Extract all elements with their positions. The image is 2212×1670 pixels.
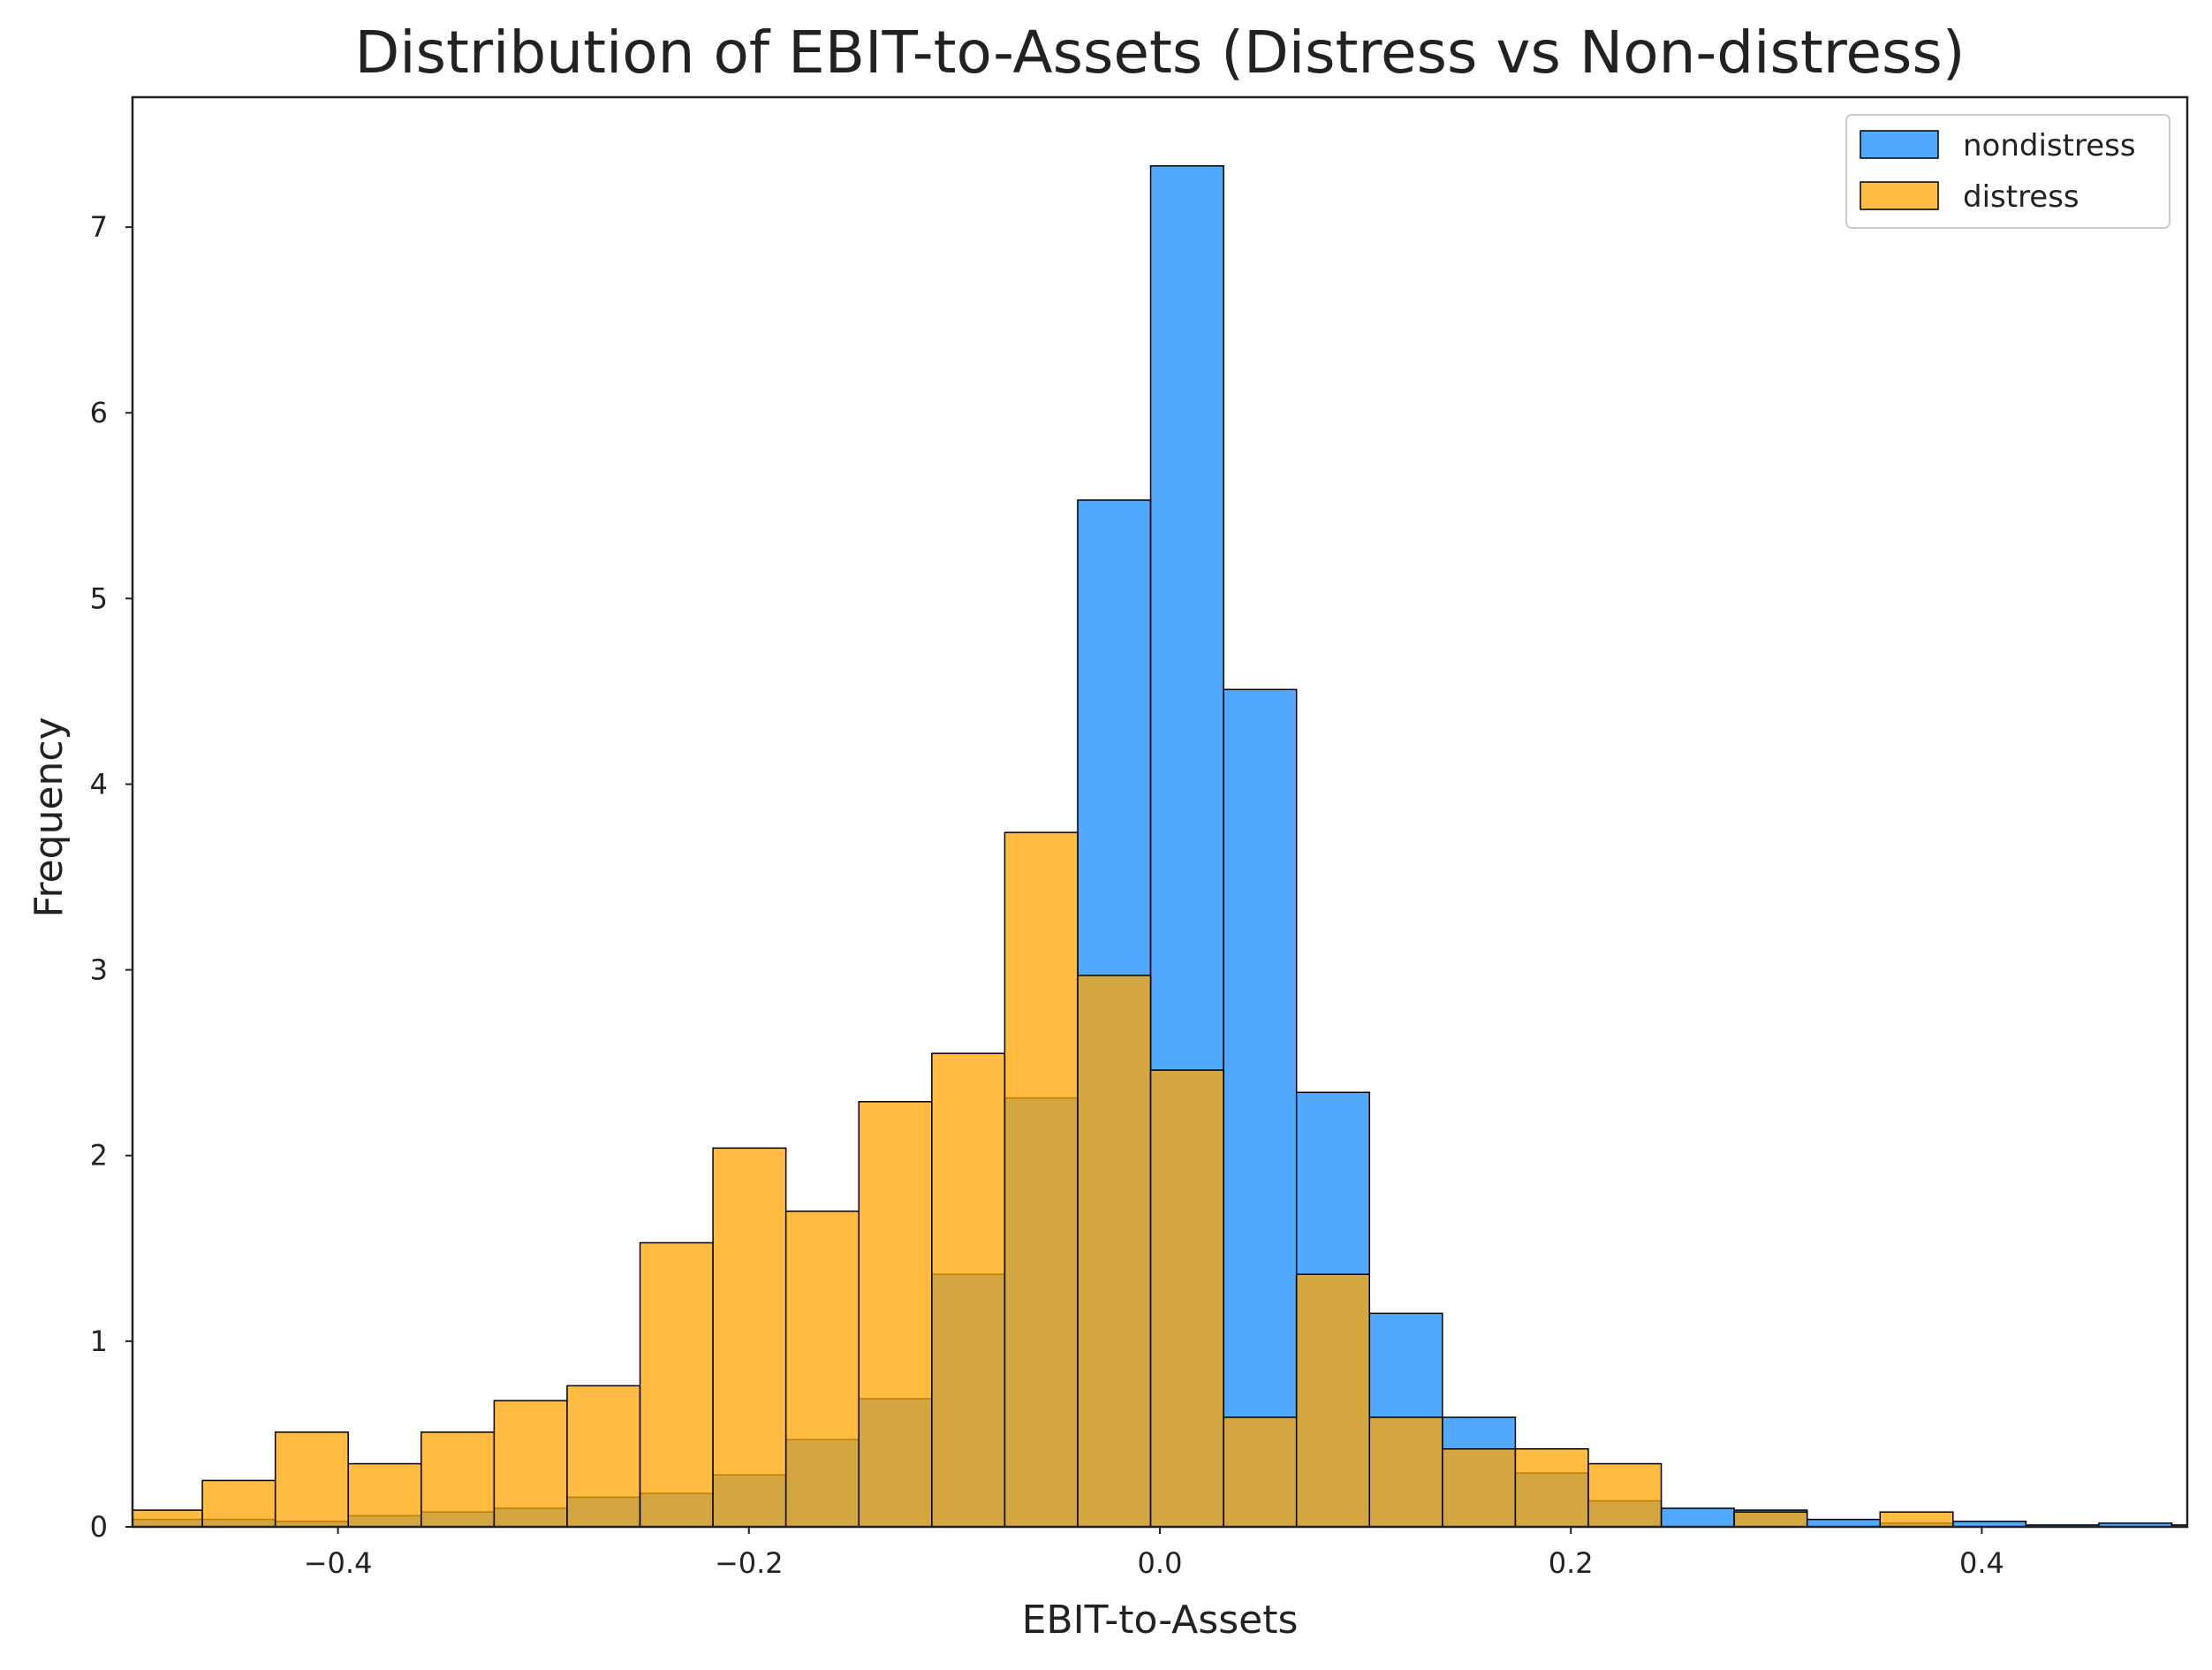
chart-title: Distribution of EBIT-to-Assets (Distress… — [354, 19, 1965, 87]
series-distress — [132, 831, 1954, 1528]
y-tick-label: 7 — [90, 210, 108, 244]
bar-distress-15 — [1149, 1069, 1224, 1528]
y-axis-ticks: 0 1 2 3 4 5 6 7 — [90, 210, 133, 1544]
bar-nondistress-16 — [1223, 688, 1298, 1528]
bar-distress-11 — [858, 1101, 933, 1528]
bar-distress-12 — [931, 1052, 1006, 1528]
bar-distress-21 — [1587, 1462, 1663, 1528]
x-axis-label: EBIT-to-Assets — [1022, 1598, 1299, 1643]
legend-label-nondistress: nondistress — [1963, 128, 2136, 163]
bar-distress-23 — [1733, 1511, 1808, 1528]
legend-swatch-distress — [1860, 181, 1939, 210]
x-axis-ticks: −0.4 −0.2 0.0 0.2 0.4 — [304, 1527, 2004, 1580]
bar-distress-25 — [1879, 1511, 1954, 1528]
bar-distress-3 — [274, 1431, 349, 1528]
legend-swatch-nondistress — [1860, 130, 1939, 159]
bar-nondistress-22 — [1660, 1507, 1735, 1528]
y-tick-label: 3 — [90, 953, 108, 987]
x-tick-label: 0.2 — [1549, 1546, 1594, 1580]
bar-distress-19 — [1442, 1447, 1517, 1528]
y-tick-label: 2 — [90, 1139, 108, 1173]
bar-distress-20 — [1514, 1447, 1589, 1528]
bar-distress-10 — [784, 1211, 860, 1528]
y-tick-label: 4 — [90, 767, 108, 801]
x-tick-label: 0.4 — [1959, 1546, 2004, 1580]
bar-distress-2 — [201, 1479, 276, 1528]
bar-nondistress-24 — [1806, 1518, 1882, 1528]
bar-distress-6 — [493, 1400, 568, 1528]
y-tick-label: 1 — [90, 1325, 108, 1358]
bar-distress-7 — [566, 1385, 641, 1528]
bar-distress-14 — [1077, 975, 1152, 1528]
bar-distress-5 — [420, 1431, 496, 1528]
x-tick-label: −0.2 — [715, 1546, 784, 1580]
bar-distress-13 — [1004, 831, 1079, 1528]
bar-distress-8 — [639, 1241, 714, 1528]
bar-distress-18 — [1368, 1416, 1443, 1528]
legend: nondistress distress — [1845, 114, 2170, 229]
x-tick-label: 0.0 — [1138, 1546, 1183, 1580]
y-tick-label: 0 — [90, 1510, 108, 1544]
bar-distress-16 — [1223, 1416, 1298, 1528]
bar-distress-4 — [347, 1462, 422, 1528]
x-tick-label: −0.4 — [304, 1546, 373, 1580]
y-axis-label: Frequency — [27, 717, 72, 917]
bar-distress-17 — [1295, 1273, 1371, 1528]
bar-distress-1 — [132, 1509, 203, 1528]
legend-label-distress: distress — [1963, 179, 2079, 215]
y-tick-label: 5 — [90, 581, 108, 615]
bar-distress-9 — [712, 1147, 787, 1528]
y-tick-label: 6 — [90, 396, 108, 429]
